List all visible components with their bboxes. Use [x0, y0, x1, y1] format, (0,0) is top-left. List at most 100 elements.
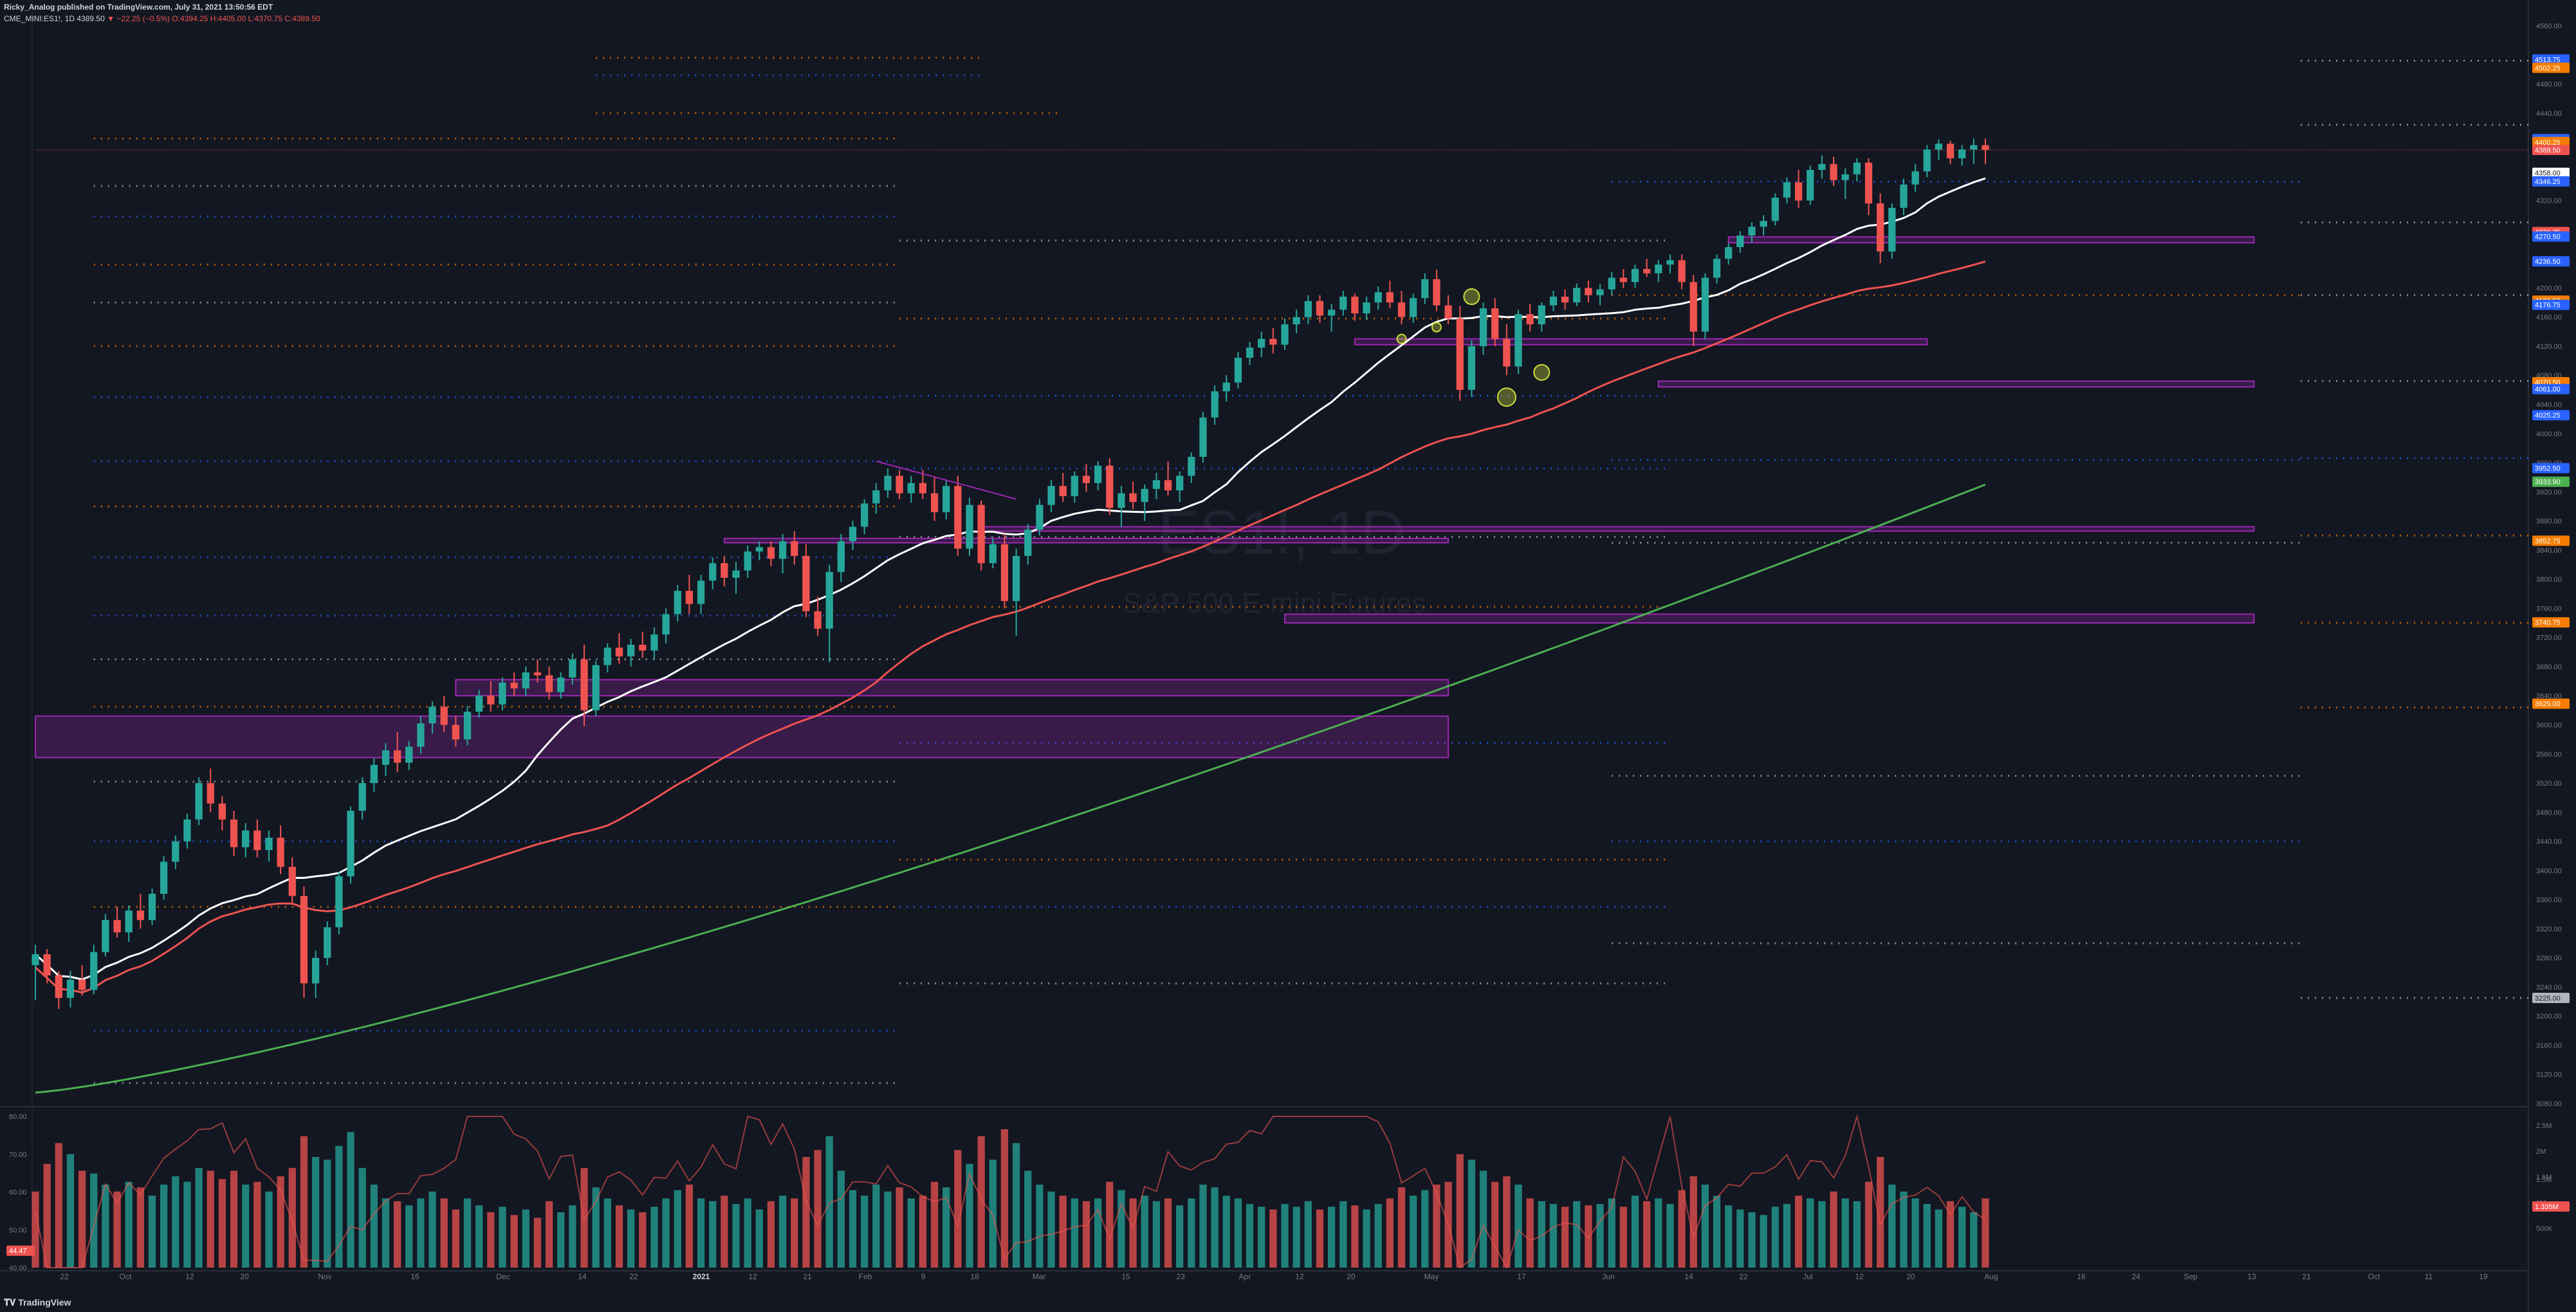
- volume-bar: [253, 1181, 261, 1268]
- price-tick-label: 3080.00: [2536, 1100, 2562, 1108]
- candle-body: [148, 894, 156, 920]
- price-tick-label: 4320.00: [2536, 198, 2562, 205]
- candle-body: [861, 503, 869, 527]
- volume-bar: [195, 1168, 203, 1268]
- candle-body: [930, 493, 939, 513]
- volume-bar: [32, 1191, 39, 1268]
- volume-bar: [1818, 1201, 1826, 1268]
- price-tick-label: 3760.00: [2536, 605, 2562, 613]
- zone-rect: [1284, 613, 2255, 624]
- time-tick-label: 17: [1517, 1272, 1526, 1281]
- moving-averages: [34, 177, 1986, 1094]
- volume-bars: [32, 1129, 1989, 1268]
- volume-bar: [1911, 1198, 1919, 1268]
- candle-body: [43, 954, 51, 975]
- candle-body: [1725, 247, 1733, 259]
- volume-tick-label: 500K: [2536, 1225, 2553, 1233]
- candle-body: [1958, 149, 1966, 158]
- candle-body: [989, 544, 997, 564]
- price-tick-label: 4440.00: [2536, 110, 2562, 118]
- volume-bar: [1538, 1201, 1545, 1268]
- volume-bar: [615, 1205, 623, 1268]
- time-tick-label: May: [1424, 1272, 1439, 1281]
- volume-bar: [148, 1196, 156, 1268]
- volume-bar: [90, 1173, 98, 1268]
- marker-circle: [1496, 387, 1516, 407]
- volume-bar: [907, 1198, 915, 1268]
- volume-bar: [1246, 1204, 1254, 1268]
- zone-rect: [1657, 380, 2255, 388]
- ma20-line: [34, 177, 1986, 981]
- candle-body: [825, 571, 833, 629]
- candle-body: [1444, 305, 1452, 319]
- author-line: Ricky_Analog published on TradingView.co…: [4, 3, 273, 12]
- price-tag-label: 4502.25: [2535, 64, 2561, 72]
- candle-body: [721, 563, 728, 578]
- volume-bar: [1386, 1198, 1394, 1268]
- volume-bar: [288, 1168, 296, 1268]
- candle-body: [125, 910, 133, 933]
- volume-bar: [405, 1205, 413, 1268]
- volume-bar: [55, 1143, 62, 1268]
- candle-body: [1456, 318, 1464, 390]
- price-tag: [2532, 54, 2570, 65]
- candle-body: [1082, 476, 1090, 483]
- candle-body: [791, 541, 798, 556]
- candle-body: [1164, 480, 1172, 491]
- candle-body: [767, 547, 775, 559]
- volume-bar: [1643, 1201, 1651, 1268]
- candle-body: [1327, 310, 1336, 316]
- candle-body: [1188, 457, 1195, 476]
- volume-bar: [896, 1187, 903, 1268]
- candle-body: [1877, 203, 1884, 252]
- candle-body: [1059, 486, 1067, 497]
- volume-bar: [1573, 1201, 1581, 1268]
- volume-bar: [1701, 1185, 1709, 1268]
- volume-bar: [1024, 1170, 1032, 1268]
- candle-body: [662, 614, 670, 635]
- candle-body: [324, 927, 331, 958]
- candle-body: [1900, 184, 1908, 208]
- candle-body: [1293, 317, 1300, 325]
- tradingview-brand[interactable]: 𝐓𝐕 TradingView: [4, 1297, 71, 1307]
- price-tick-label: 3320.00: [2536, 925, 2562, 933]
- price-axis: 4560.004480.004440.004400.004360.004320.…: [6, 23, 2570, 1272]
- price-tick-label: 3920.00: [2536, 488, 2562, 496]
- time-tick-label: Nov: [318, 1272, 331, 1281]
- candle-body: [744, 551, 751, 571]
- price-tag-label: 4236.50: [2535, 258, 2561, 266]
- zone-rect: [1727, 236, 2255, 244]
- marker-circle: [1431, 322, 1442, 333]
- price-tag-label: 3952.50: [2535, 465, 2561, 473]
- time-tick-label: 16: [2077, 1272, 2086, 1281]
- time-tick-label: Oct: [120, 1272, 132, 1281]
- candle-body: [55, 975, 62, 998]
- candle-body: [265, 837, 273, 851]
- volume-bar: [849, 1190, 857, 1268]
- volume-bar: [1036, 1185, 1044, 1268]
- volume-tick-label: 2.5M: [2536, 1122, 2552, 1130]
- price-tag: [2532, 476, 2570, 487]
- volume-bar: [370, 1185, 378, 1268]
- candle-body: [1491, 308, 1499, 339]
- volume-bar: [1351, 1205, 1359, 1268]
- candle-body: [802, 555, 810, 611]
- volume-bar: [1958, 1206, 1966, 1268]
- volume-bar: [966, 1163, 973, 1268]
- candle-body: [1818, 164, 1826, 171]
- candle-body: [778, 541, 787, 559]
- time-tick-label: 20: [1347, 1272, 1356, 1281]
- volume-bar: [1561, 1206, 1569, 1268]
- candle-body: [1608, 277, 1615, 290]
- time-tick-label: 15: [1121, 1272, 1130, 1281]
- price-tag: [2532, 535, 2570, 546]
- volume-bar: [1923, 1204, 1931, 1268]
- volume-bar: [1281, 1204, 1289, 1268]
- volume-bar: [533, 1217, 542, 1268]
- price-tag: [2532, 136, 2570, 147]
- volume-bar: [230, 1170, 238, 1268]
- osc-tick-label: 60.00: [9, 1189, 27, 1197]
- volume-bar: [1176, 1205, 1184, 1268]
- volume-bar: [1012, 1143, 1020, 1268]
